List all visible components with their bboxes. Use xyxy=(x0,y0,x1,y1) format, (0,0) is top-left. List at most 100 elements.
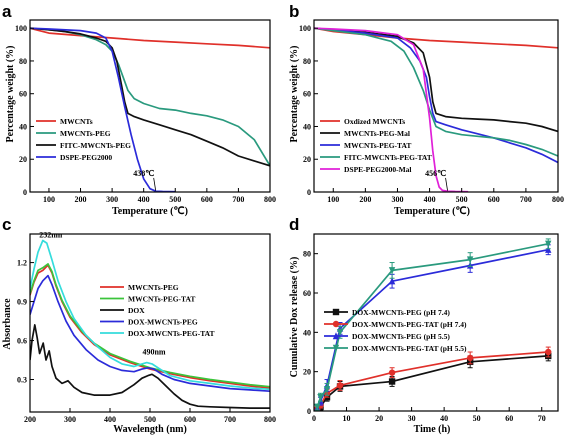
x-tick-label: 200 xyxy=(75,195,87,204)
series-line-2 xyxy=(30,27,270,167)
x-tick-label: 400 xyxy=(104,415,116,424)
y-tick-label: 60 xyxy=(19,90,27,99)
x-tick-label: 200 xyxy=(24,415,36,424)
y-tick-label: 40 xyxy=(19,122,27,131)
legend-marker xyxy=(332,332,340,340)
y-tick-label: 0.3 xyxy=(17,376,27,385)
panel-d-letter: d xyxy=(289,215,299,234)
y-tick-label: 20 xyxy=(303,155,311,164)
legend-label: DOX-MWCNTs-PEG (pH 5.5) xyxy=(352,332,450,341)
legend-label: DOX-MWCNTs-PEG xyxy=(128,318,198,327)
x-tick-label: 500 xyxy=(144,415,156,424)
series-line-1 xyxy=(30,27,270,167)
legend-marker xyxy=(332,344,340,352)
annotations: 456℃ xyxy=(425,169,448,191)
x-tick-label: 700 xyxy=(232,195,244,204)
x-tick-label: 70 xyxy=(538,414,546,423)
data-point xyxy=(388,267,396,275)
legend-label: DOX-MWCNTs-PEG (pH 7.4) xyxy=(352,308,450,317)
data-point xyxy=(388,277,396,285)
data-point xyxy=(466,354,474,362)
legend-label: DOX-MWCNTs-PEG-TAT (pH 5.5) xyxy=(352,344,467,353)
legend-label: MWCNTs-PEG xyxy=(128,283,179,292)
annotation-pointer xyxy=(445,177,448,191)
data-point xyxy=(323,386,331,394)
x-tick-label: 800 xyxy=(552,195,564,204)
data-point xyxy=(545,240,552,248)
panel-b-xlabel: Temperature (℃) xyxy=(394,206,470,217)
x-tick-label: 800 xyxy=(264,195,276,204)
x-tick-label: 600 xyxy=(201,195,213,204)
y-tick-label: 0 xyxy=(307,188,311,197)
panel-c-ylabel: Absorbance xyxy=(2,298,13,350)
y-tick-label: 60 xyxy=(303,289,311,298)
data-point xyxy=(545,245,552,253)
legend-label: MWCNTs xyxy=(60,117,93,126)
legend: MWCNTs-PEG MWCNTs-PEG-TAT DOX DOX-MWCNTs-PE… xyxy=(100,283,215,338)
legend-label: DOX-MWCNTs-PEG-TAT xyxy=(128,329,215,338)
series-group xyxy=(30,27,270,192)
plot-frame xyxy=(313,19,559,193)
data-point xyxy=(388,378,396,385)
series-line-3 xyxy=(314,27,558,157)
axis-ticks: 200 300 400 500 600 700 800 0.3 0.6 0.9 1.2 xyxy=(17,259,276,424)
legend-label: DSPE-PEG2000 xyxy=(60,153,112,162)
y-tick-label: 100 xyxy=(299,24,311,33)
legend-label: MWCNTs-PEG-Mal xyxy=(344,129,410,138)
legend-marker xyxy=(332,320,340,328)
annotations: 438℃ xyxy=(133,169,157,191)
x-tick-label: 40 xyxy=(440,414,448,423)
panel-a-plot: 100 200 300 400 500 600 700 800 0 20 40 60 80 100 MWCN… xyxy=(15,19,276,204)
panel-d-ylabel: Cumulative Dox release (%) xyxy=(289,257,300,378)
x-tick-label: 300 xyxy=(106,195,118,204)
series-line-4 xyxy=(30,239,270,391)
y-tick-label: 0.9 xyxy=(17,298,27,307)
y-tick-label: 100 xyxy=(15,24,27,33)
legend-label: DOX xyxy=(128,306,145,315)
legend-label: MWCNTs-PEG xyxy=(60,129,111,138)
series-line-2 xyxy=(30,324,270,409)
legend-label: MWCNTs-PEG-TAT xyxy=(128,295,195,304)
panel-c: c 200 300 400 500 600 700 800 0.3 0.6 0.9 1.2 MWCNT… xyxy=(2,215,276,435)
x-tick-label: 200 xyxy=(359,195,371,204)
y-tick-label: 1.2 xyxy=(17,259,27,268)
x-tick-label: 100 xyxy=(43,195,55,204)
panel-b-plot: 100 200 300 400 500 600 700 800 0 20 40 60 80 100 Oxdi… xyxy=(299,19,564,204)
panel-d-plot: 0 10 20 30 40 50 60 70 0 20 40 60 80 DOX-MWCNTs-PEG (… xyxy=(303,233,559,423)
panel-b: b 100 200 300 400 500 600 700 800 0 20 40 60 80 100 Ox… xyxy=(289,2,564,217)
y-tick-label: 40 xyxy=(303,122,311,131)
annotation-label: 232nm xyxy=(39,230,62,239)
series-line-0 xyxy=(30,27,270,49)
annotation-label: 438℃ xyxy=(133,169,154,178)
x-tick-label: 700 xyxy=(520,195,532,204)
x-tick-label: 0 xyxy=(312,414,316,423)
series-line-2 xyxy=(314,27,558,164)
y-tick-label: 40 xyxy=(303,328,311,337)
x-tick-label: 20 xyxy=(375,414,383,423)
legend-label: MWCNTs-PEG-TAT xyxy=(344,141,411,150)
axis-ticks: 100 200 300 400 500 600 700 800 0 20 40 60 80 100 xyxy=(15,24,276,204)
annotations: 232nm 490nm xyxy=(39,230,166,356)
data-point xyxy=(336,382,344,389)
x-tick-label: 300 xyxy=(64,415,76,424)
series-group xyxy=(30,239,270,409)
x-tick-label: 10 xyxy=(343,414,351,423)
panel-d-xlabel: Time (h) xyxy=(414,424,451,435)
panel-d: d 0 10 20 30 40 50 60 70 0 20 40 60 80 DOX-MWCNTs-PEG… xyxy=(289,215,559,435)
y-tick-label: 0 xyxy=(307,407,311,416)
data-point xyxy=(314,403,321,411)
legend: Oxdized MWCNTs MWCNTs-PEG-Mal MWCNTs-PEG-T… xyxy=(320,117,432,174)
x-tick-label: 60 xyxy=(505,414,513,423)
series-group xyxy=(314,238,552,411)
x-tick-label: 600 xyxy=(488,195,500,204)
y-tick-label: 20 xyxy=(19,155,27,164)
x-tick-label: 500 xyxy=(456,195,468,204)
panel-c-letter: c xyxy=(2,215,11,234)
y-tick-label: 80 xyxy=(303,57,311,66)
x-tick-label: 400 xyxy=(424,195,436,204)
data-point xyxy=(466,256,474,264)
data-point xyxy=(336,329,344,337)
x-tick-label: 500 xyxy=(169,195,181,204)
plot-frame xyxy=(29,19,271,193)
